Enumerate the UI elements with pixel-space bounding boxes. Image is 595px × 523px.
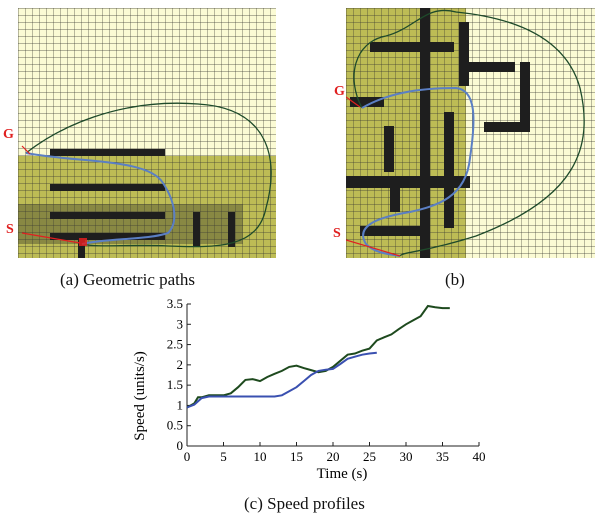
obstacle bbox=[350, 97, 384, 107]
obstacle bbox=[346, 176, 470, 188]
y-tick-label: 1 bbox=[177, 397, 184, 412]
path-inner bbox=[25, 152, 176, 245]
goal-label-a: G bbox=[3, 127, 14, 142]
chart-axes: 0 5 10 15 20 25 30 35 40 0 0.5 1 1.5 2 2.5 3 3.5 bbox=[167, 296, 486, 464]
path-inner bbox=[361, 86, 475, 257]
panel-c-speed-chart: 0 5 10 15 20 25 30 35 40 0 0.5 1 1.5 2 2.5 3 3.5 Speed (… bbox=[130, 296, 490, 491]
obstacle bbox=[50, 212, 165, 219]
x-axis-label: Time (s) bbox=[317, 466, 368, 482]
series-line-2 bbox=[186, 351, 377, 409]
y-tick-label: 0 bbox=[177, 438, 184, 453]
obstacle bbox=[484, 122, 530, 132]
x-tick-label: 35 bbox=[436, 449, 449, 464]
panel-a-geometric-paths bbox=[18, 8, 276, 258]
goal-arrow bbox=[21, 145, 31, 155]
obstacle bbox=[444, 112, 454, 228]
start-arrow bbox=[21, 232, 81, 244]
caption-a: (a) Geometric paths bbox=[60, 270, 195, 289]
obstacle bbox=[50, 233, 165, 240]
x-tick-label: 5 bbox=[220, 449, 227, 464]
caption-c: (c) Speed profiles bbox=[244, 494, 365, 513]
y-tick-label: 3.5 bbox=[167, 296, 183, 311]
obstacle bbox=[459, 22, 469, 86]
obstacle bbox=[370, 42, 454, 52]
start-label-b: S bbox=[333, 226, 341, 241]
chart-series bbox=[186, 304, 450, 409]
series-line-1 bbox=[186, 304, 450, 409]
y-tick-label: 2 bbox=[177, 357, 184, 372]
obstacle bbox=[420, 8, 430, 258]
goal-arrow bbox=[345, 96, 361, 108]
path-outer bbox=[353, 9, 585, 257]
obstacle bbox=[50, 149, 165, 156]
panel-b-map bbox=[345, 8, 595, 258]
x-tick-label: 30 bbox=[400, 449, 413, 464]
caption-b: (b) bbox=[445, 270, 465, 289]
map-b bbox=[345, 8, 595, 258]
goal-label-b: G bbox=[334, 84, 345, 99]
obstacle bbox=[360, 226, 420, 236]
obstacle bbox=[384, 126, 394, 172]
x-tick-label: 15 bbox=[290, 449, 303, 464]
y-tick-label: 3 bbox=[177, 316, 184, 331]
obstacle bbox=[228, 212, 235, 247]
x-tick-label: 10 bbox=[254, 449, 267, 464]
y-tick-label: 2.5 bbox=[167, 337, 183, 352]
start-marker bbox=[79, 238, 87, 246]
obstacle bbox=[78, 240, 85, 258]
obstacle bbox=[520, 62, 530, 132]
map-a bbox=[18, 8, 276, 258]
y-tick-label: 0.5 bbox=[167, 418, 183, 433]
obstacle bbox=[390, 188, 400, 212]
y-axis-label: Speed (units/s) bbox=[132, 351, 148, 441]
x-tick-label: 20 bbox=[327, 449, 340, 464]
x-tick-label: 25 bbox=[363, 449, 376, 464]
obstacle bbox=[193, 212, 200, 247]
obstacle bbox=[469, 62, 515, 72]
path-outer bbox=[25, 102, 272, 248]
x-tick-label: 40 bbox=[473, 449, 486, 464]
y-tick-label: 1.5 bbox=[167, 377, 183, 392]
start-label-a: S bbox=[6, 222, 14, 237]
start-arrow bbox=[345, 239, 401, 257]
obstacle bbox=[50, 184, 165, 191]
speed-chart: 0 5 10 15 20 25 30 35 40 0 0.5 1 1.5 2 2.5 3 3.5 Speed (… bbox=[132, 296, 486, 482]
x-tick-label: 0 bbox=[184, 449, 191, 464]
